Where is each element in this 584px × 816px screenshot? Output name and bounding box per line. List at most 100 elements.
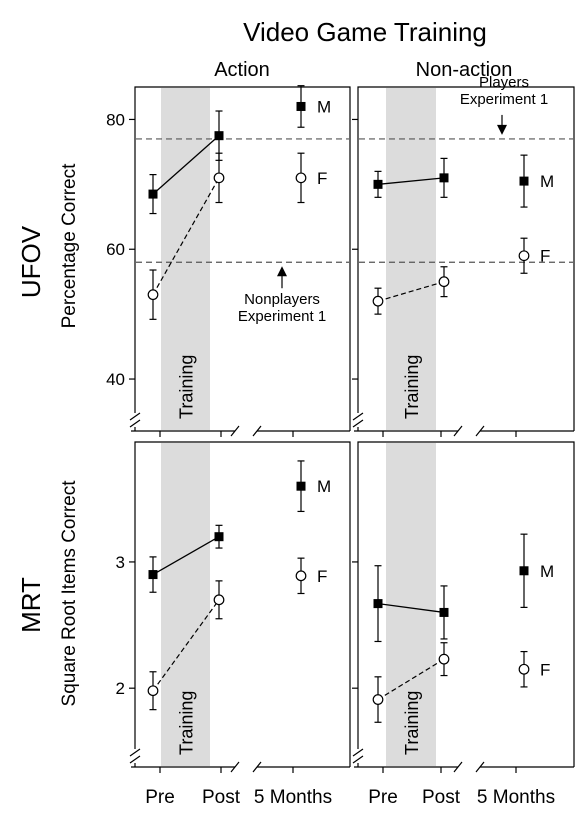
series-m-line — [377, 177, 445, 185]
series-f-line — [152, 177, 220, 295]
data-point-m — [439, 607, 449, 617]
data-point-m — [214, 532, 224, 542]
annotation-nonplayers-line: Experiment 1 — [238, 308, 326, 325]
data-point-f — [147, 289, 159, 301]
x-tick-label: Pre — [145, 787, 175, 808]
y-tick-label: 80 — [106, 110, 125, 129]
data-point-m — [148, 189, 158, 199]
y-axis-label: Percentage Correct — [59, 163, 80, 328]
annotation-players-line: Experiment 1 — [460, 91, 548, 108]
training-band-label: Training — [402, 691, 422, 755]
training-band-label: Training — [177, 691, 197, 755]
series-m-line — [152, 536, 220, 576]
y-tick-label: 40 — [106, 370, 125, 389]
series-f-label: F — [540, 660, 550, 679]
training-band — [386, 443, 436, 766]
data-point-m — [148, 570, 158, 580]
figure-title: Video Game Training — [243, 17, 487, 47]
series-f-label: F — [317, 169, 327, 188]
panel-mrt-action: Training 2 3 Square Root Items Correct M F Pre… — [59, 441, 351, 808]
series-f: F — [147, 152, 327, 320]
data-point-m — [296, 101, 306, 111]
panel-ufov-non-action: Training Players Experiment 1 M F — [352, 74, 575, 437]
panel-frame — [134, 441, 351, 767]
data-point-m — [439, 173, 449, 183]
panel-frame — [357, 441, 575, 767]
data-point-m — [519, 566, 529, 576]
data-point-f — [518, 663, 530, 675]
data-point-m — [214, 131, 224, 141]
x-tick-label: Post — [422, 787, 461, 808]
x-tick-label: Pre — [368, 787, 398, 808]
row-label-ufov: UFOV — [16, 225, 46, 298]
series-m: M — [373, 533, 554, 643]
series-m-label: M — [317, 477, 331, 496]
data-point-m — [373, 599, 383, 609]
data-point-m — [519, 176, 529, 186]
column-title-action: Action — [214, 59, 270, 81]
x-axis — [131, 425, 350, 437]
series-m-line — [377, 602, 445, 614]
annotation-nonplayers-line: Nonplayers — [244, 291, 320, 308]
x-axis-break — [453, 761, 485, 773]
data-point-m — [296, 481, 306, 491]
annotation-arrowhead — [277, 266, 287, 277]
data-point-f — [147, 685, 159, 697]
annotation-players: Players Experiment 1 — [460, 74, 548, 108]
data-point-f — [295, 172, 307, 184]
annotation-players-line: Players — [479, 74, 529, 91]
series-m: M — [148, 460, 331, 593]
series-m-label: M — [540, 562, 554, 581]
series-m-label: M — [317, 97, 331, 116]
series-f-label: F — [317, 567, 327, 586]
series-f-line — [377, 281, 445, 302]
x-tick-label: 5 Months — [477, 787, 555, 808]
panel-ufov-action: Training 40 60 80 Percentage Correct Nonplaye… — [59, 85, 351, 437]
training-band-label: Training — [402, 355, 422, 419]
series-f-line — [152, 599, 220, 692]
y-axis-break — [129, 412, 141, 428]
y-tick-label: 60 — [106, 240, 125, 259]
series-f-line — [377, 658, 445, 701]
series-m-label: M — [540, 172, 554, 191]
y-axis-label: Square Root Items Correct — [59, 480, 80, 707]
y-tick-label: 3 — [116, 553, 125, 572]
data-point-f — [438, 653, 450, 665]
x-axis: Pre Post 5 Months — [354, 761, 574, 808]
series-f: F — [372, 642, 550, 723]
x-axis — [354, 425, 574, 437]
data-point-f — [372, 694, 384, 705]
column-title-non-action: Non-action — [416, 59, 513, 81]
y-tick-label: 2 — [116, 679, 125, 698]
data-point-f — [438, 276, 450, 288]
training-band — [386, 88, 436, 430]
data-point-f — [518, 250, 530, 262]
panels: Training 40 60 80 Percentage Correct Nonplaye… — [59, 74, 575, 808]
x-tick-label: 5 Months — [254, 787, 332, 808]
x-axis-break — [230, 761, 262, 773]
data-point-m — [373, 179, 383, 189]
series-m: M — [373, 154, 554, 208]
panel-frame — [357, 86, 575, 431]
series-f: F — [372, 237, 550, 315]
data-point-f — [372, 295, 384, 307]
series-m-line — [152, 135, 220, 195]
annotation-nonplayers: Nonplayers Experiment 1 — [238, 291, 326, 325]
training-band — [161, 443, 210, 766]
data-point-f — [295, 570, 307, 582]
series-f-label: F — [540, 247, 550, 266]
series-f: F — [147, 557, 327, 711]
y-axis-break — [129, 748, 141, 764]
x-axis: Pre Post 5 Months — [131, 761, 350, 808]
training-band — [161, 88, 210, 430]
training-band-label: Training — [177, 355, 197, 419]
data-point-f — [213, 172, 225, 184]
y-axis-break — [352, 412, 364, 428]
x-axis-break — [230, 425, 262, 437]
series-m: M — [148, 85, 331, 215]
y-axis-break — [352, 748, 364, 764]
x-tick-label: Post — [202, 787, 241, 808]
panel-mrt-non-action: Training M F Pre Post 5 Months — [352, 441, 575, 808]
